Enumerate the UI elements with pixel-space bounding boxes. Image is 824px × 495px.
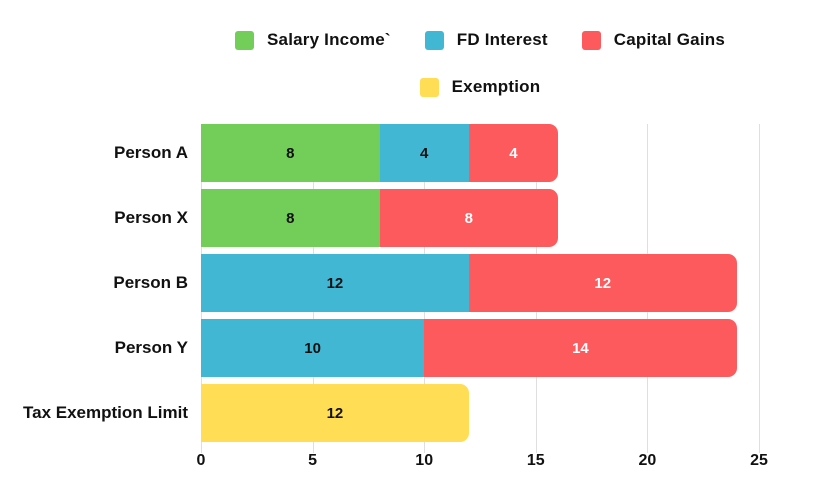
legend-swatch-icon: [424, 30, 444, 50]
bar-value-label: 12: [326, 404, 344, 422]
x-tick-label: 20: [638, 452, 657, 469]
legend-swatch-icon: [235, 30, 254, 50]
bar-segment: 12: [201, 384, 469, 442]
bar-value-label: 4: [420, 144, 429, 162]
legend-item-label: Salary Income`: [267, 30, 391, 49]
legend-item: Salary Income`: [235, 30, 391, 50]
category-axis: Person A Person X Person B Person Y Tax Exem…: [0, 124, 188, 449]
x-tick-label: 15: [526, 452, 545, 469]
bar-segment: 4: [379, 124, 469, 182]
legend-row: Exemption: [419, 77, 541, 97]
bar-segment: 8: [201, 124, 380, 182]
bar-segment: 12: [201, 254, 469, 312]
plot-area: 8 4 4 8 8 12 12 10 14 12: [201, 124, 760, 453]
bar-value-label: 8: [464, 209, 473, 227]
bar-value-label: 12: [326, 274, 344, 292]
bar-value-label: 10: [304, 339, 321, 357]
gridline: [759, 124, 760, 453]
category-label: Person B: [113, 273, 188, 292]
x-tick-label: 10: [415, 452, 434, 469]
bar-segment: 12: [468, 254, 737, 312]
bar-row: 12: [201, 384, 759, 442]
bar-segment: 14: [424, 319, 737, 377]
bar-segment: 8: [379, 189, 559, 247]
bar-segment: 8: [201, 189, 380, 247]
legend-swatch-icon: [581, 30, 601, 50]
bar-row: 10 14: [201, 319, 759, 377]
category-label: Person Y: [114, 338, 188, 357]
x-tick-label: 5: [308, 452, 318, 469]
bar-value-label: 8: [286, 209, 295, 227]
category-label: Person X: [114, 208, 188, 227]
chart-legend: Salary Income` FD Interest Capital Gains Ex…: [201, 30, 759, 97]
bar-row: 12 12: [201, 254, 759, 312]
category-label: Person A: [113, 143, 188, 162]
x-axis: 0 5 10 15 20 25: [197, 452, 768, 474]
legend-swatch-icon: [419, 77, 439, 97]
x-tick-label: 25: [750, 452, 768, 469]
bar-value-label: 4: [509, 144, 518, 162]
category-label: Tax Exemption Limit: [23, 403, 188, 422]
bar-value-label: 8: [286, 144, 295, 162]
x-tick-label: 0: [196, 452, 206, 469]
legend-item: Exemption: [419, 77, 541, 97]
legend-item-label: Capital Gains: [613, 30, 725, 49]
bar-value-label: 14: [572, 339, 589, 357]
bar-segment: 10: [201, 319, 425, 377]
legend-item-label: FD Interest: [456, 30, 548, 49]
legend-item: Capital Gains: [581, 30, 725, 50]
bar-value-label: 12: [594, 274, 612, 292]
legend-item: FD Interest: [424, 30, 548, 50]
legend-row: Salary Income` FD Interest Capital Gains: [235, 30, 725, 50]
bar-segment: 4: [468, 124, 559, 182]
legend-item-label: Exemption: [451, 77, 541, 96]
bar-row: 8 4 4: [201, 124, 759, 182]
